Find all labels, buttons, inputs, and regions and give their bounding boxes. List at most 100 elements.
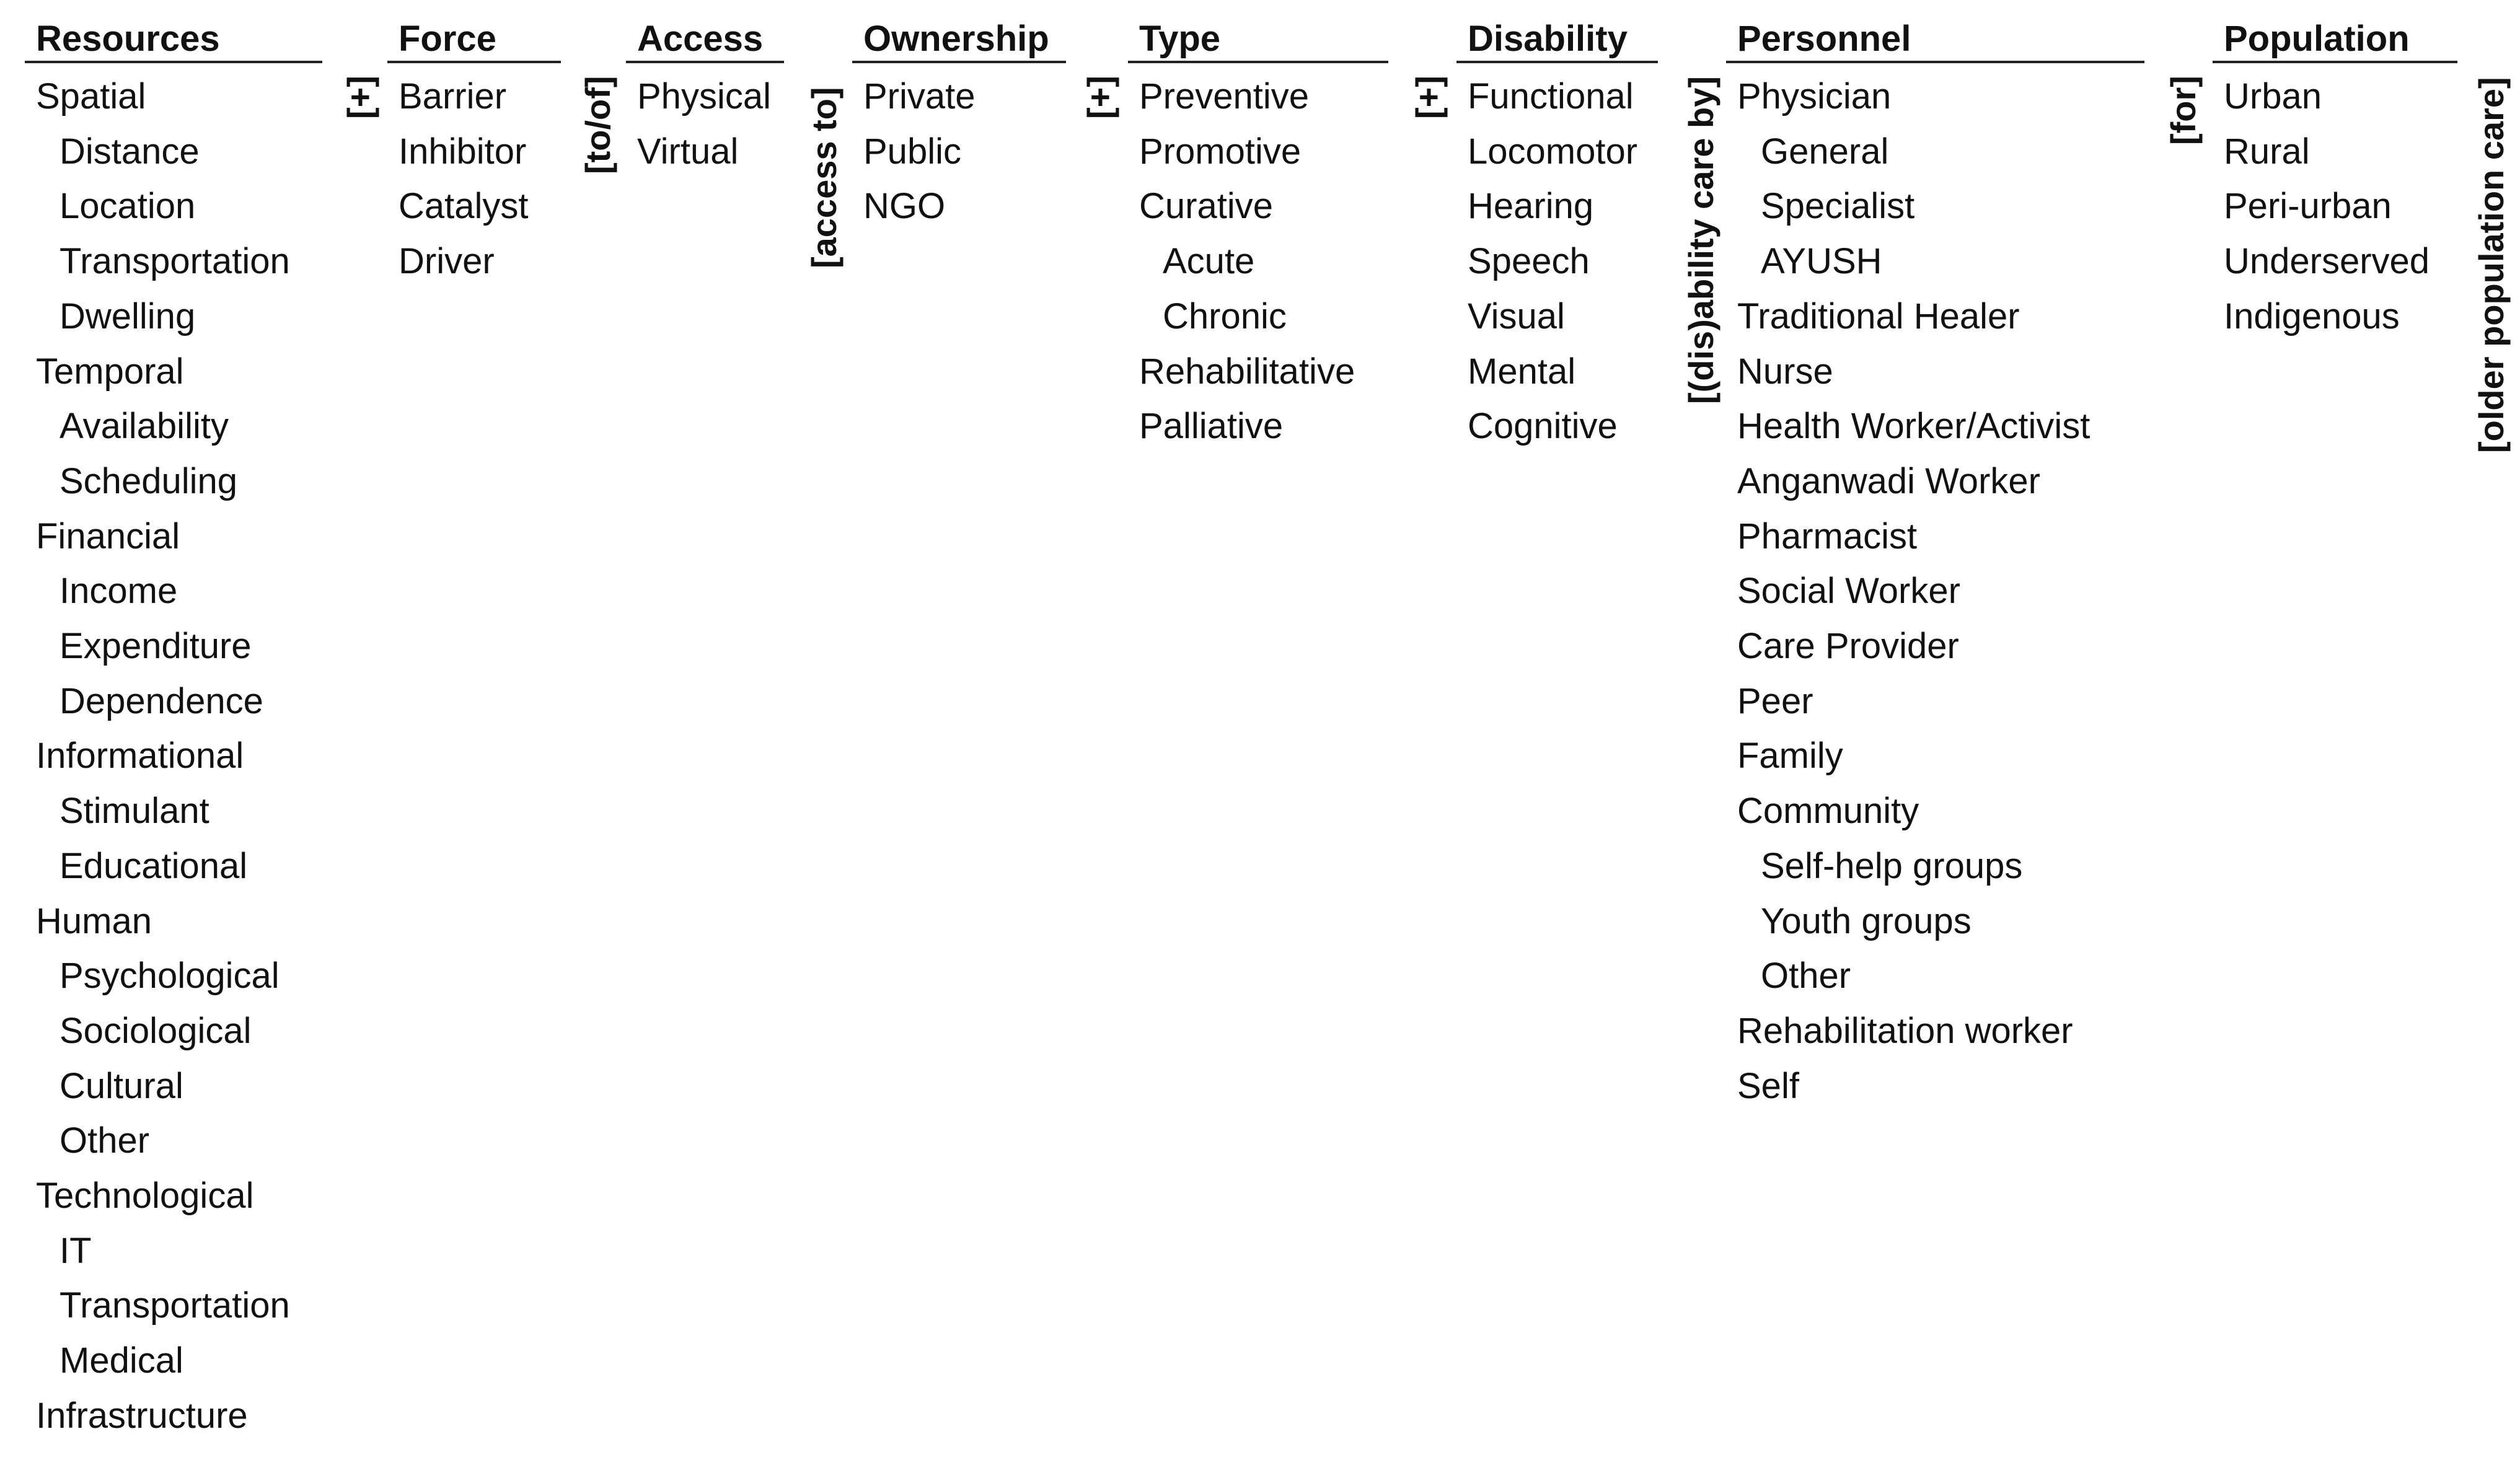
subcategory-item: Availability	[59, 406, 229, 447]
category-item: Mental	[1468, 351, 1576, 392]
subcategory-item: Transportation	[59, 241, 290, 282]
column-heading: Resources	[25, 17, 322, 63]
category-item: Catalyst	[399, 186, 529, 227]
column-heading: Ownership	[852, 17, 1066, 63]
category-item: NGO	[863, 186, 946, 227]
category-item: Community	[1737, 791, 1919, 832]
column-heading: Force	[387, 17, 561, 63]
item-list: Spatial Distance Location Transportation Dwe…	[25, 69, 322, 1444]
column-access: Access Physical Virtual	[626, 17, 784, 179]
category-item: Hearing	[1468, 186, 1594, 227]
category-item: Locomotor	[1468, 131, 1638, 172]
column-resources: Resources Spatial Distance Location Transpo…	[25, 17, 322, 1444]
subcategory-item: AYUSH	[1761, 241, 1882, 282]
column-force: Force Barrier Inhibitor Catalyst Driver	[387, 17, 561, 289]
subcategory-item: Transportation	[59, 1285, 290, 1326]
subcategory-item: Specialist	[1761, 186, 1915, 227]
column-heading: Personnel	[1726, 17, 2144, 63]
item-list: Physical Virtual	[626, 69, 784, 179]
category-item: Infrastructure	[36, 1395, 248, 1436]
category-item: Temporal	[36, 351, 184, 392]
item-list: Urban Rural Peri-urban Underserved Indigenou…	[2213, 69, 2457, 345]
column-heading: Disability	[1456, 17, 1658, 63]
category-item: Family	[1737, 736, 1843, 776]
connector-plus: [+]	[1409, 76, 1448, 119]
subcategory-item: IT	[59, 1230, 92, 1271]
subcategory-item: Expenditure	[59, 626, 252, 667]
connector-access-to: [access to]	[804, 87, 844, 268]
category-item: Rural	[2224, 131, 2310, 172]
column-heading: Type	[1128, 17, 1388, 63]
connector-plus: [+]	[1080, 76, 1119, 119]
subcategory-item: Other	[1761, 956, 1851, 996]
category-item: Preventive	[1139, 76, 1310, 117]
subcategory-item: Psychological	[59, 956, 280, 996]
category-item: Barrier	[399, 76, 507, 117]
category-item: Rehabilitation worker	[1737, 1010, 2073, 1051]
category-item: Driver	[399, 241, 495, 282]
category-item: Care Provider	[1737, 626, 1959, 667]
category-item: Technological	[36, 1176, 254, 1216]
category-item: Promotive	[1139, 131, 1302, 172]
column-heading: Access	[626, 17, 784, 63]
subcategory-item: Scheduling	[59, 460, 237, 501]
column-population: Population Urban Rural Peri-urban Underserv…	[2213, 17, 2457, 345]
category-item: Virtual	[637, 131, 739, 172]
category-item: Rehabilitative	[1139, 351, 1355, 392]
category-item: Private	[863, 76, 976, 117]
subcategory-item: Medical	[59, 1340, 183, 1381]
connector-for: [for]	[2164, 76, 2203, 145]
category-item: Urban	[2224, 76, 2322, 117]
subcategory-item: Dependence	[59, 680, 263, 721]
category-item: Indigenous	[2224, 296, 2400, 337]
category-item: Public	[863, 131, 961, 172]
item-list: Physician General Specialist AYUSH Tradition…	[1726, 69, 2144, 1114]
category-item: Self	[1737, 1065, 1799, 1106]
subcategory-item: Cultural	[59, 1065, 183, 1106]
category-item: Physician	[1737, 76, 1892, 117]
connector-plus: [+]	[340, 76, 379, 119]
category-item: Underserved	[2224, 241, 2430, 282]
category-item: Anganwadi Worker	[1737, 460, 2040, 501]
subcategory-item: Youth groups	[1761, 900, 1972, 941]
category-item: Functional	[1468, 76, 1634, 117]
subcategory-item: Location	[59, 186, 196, 227]
category-item: Health Worker/Activist	[1737, 406, 2090, 447]
subcategory-item: General	[1761, 131, 1889, 172]
item-list: Functional Locomotor Hearing Speech Visual Me…	[1456, 69, 1658, 454]
category-item: Curative	[1139, 186, 1273, 227]
subcategory-item: Other	[59, 1120, 150, 1161]
category-item: Informational	[36, 736, 244, 776]
category-item: Inhibitor	[399, 131, 527, 172]
subcategory-item: Educational	[59, 845, 248, 886]
category-item: Spatial	[36, 76, 146, 117]
item-list: Barrier Inhibitor Catalyst Driver	[387, 69, 561, 289]
item-list: Private Public NGO	[852, 69, 1066, 234]
category-item: Human	[36, 900, 152, 941]
connector-disability-care-by: [(dis)ability care by]	[1681, 76, 1720, 405]
subcategory-item: Sociological	[59, 1010, 252, 1051]
category-item: Palliative	[1139, 406, 1284, 447]
category-item: Nurse	[1737, 351, 1833, 392]
category-item: Peri-urban	[2224, 186, 2392, 227]
column-heading: Population	[2213, 17, 2457, 63]
category-item: Visual	[1468, 296, 1565, 337]
category-item: Physical	[637, 76, 771, 117]
subcategory-item: Chronic	[1163, 296, 1287, 337]
category-item: Cognitive	[1468, 406, 1618, 447]
subcategory-item: Acute	[1163, 241, 1255, 282]
column-disability: Disability Functional Locomotor Hearing Spe…	[1456, 17, 1658, 454]
column-personnel: Personnel Physician General Specialist AYUS…	[1726, 17, 2144, 1114]
category-item: Pharmacist	[1737, 516, 1918, 556]
subcategory-item: Self-help groups	[1761, 845, 2023, 886]
subcategory-item: Income	[59, 571, 178, 612]
connector-older-population-care: [older population care]	[2472, 77, 2511, 453]
category-item: Peer	[1737, 680, 1813, 721]
connector-to-of: [to/of]	[578, 76, 617, 174]
category-item: Traditional Healer	[1737, 296, 2020, 337]
subcategory-item: Dwelling	[59, 296, 196, 337]
subcategory-item: Stimulant	[59, 791, 209, 832]
column-type: Type Preventive Promotive Curative Acute Chr…	[1128, 17, 1388, 454]
category-item: Financial	[36, 516, 180, 556]
